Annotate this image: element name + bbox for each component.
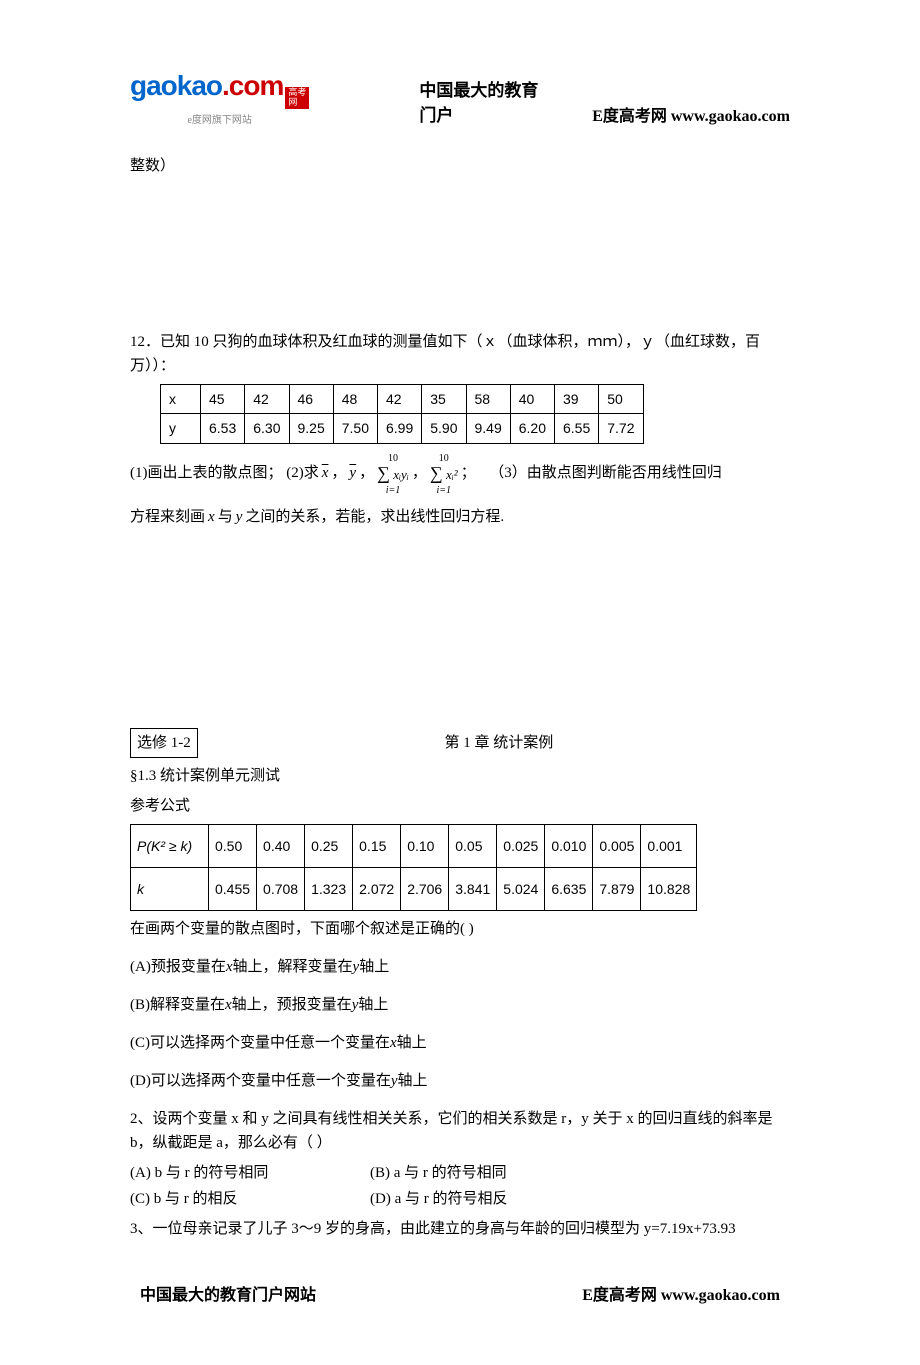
- q1-option-a: (A)预报变量在x轴上，解释变量在y轴上: [130, 955, 790, 979]
- q1-options: (A)预报变量在x轴上，解释变量在y轴上 (B)解释变量在x轴上，预报变量在y轴…: [130, 955, 790, 1093]
- chi-square-table: P(K² ≥ k) 0.50 0.40 0.25 0.15 0.10 0.05 …: [130, 824, 697, 912]
- q2-option-a: (A) b 与 r 的符号相同: [130, 1161, 370, 1185]
- q1-stem: 在画两个变量的散点图时，下面哪个叙述是正确的( ): [130, 917, 790, 941]
- table-row: k 0.455 0.708 1.323 2.072 2.706 3.841 5.…: [131, 867, 697, 910]
- header-right: E度高考网 www.gaokao.com: [592, 102, 790, 126]
- q12-subquestions-line1: (1)画出上表的散点图； (2)求 x ， y ， 10 ∑ xᵢyᵢ i=1 …: [130, 450, 790, 496]
- q1-option-c: (C)可以选择两个变量中任意一个变量在x轴上: [130, 1031, 790, 1055]
- document-body: 整数） 12．已知 10 只狗的血球体积及红血球的测量值如下（ｘ（血球体积，ｍｍ…: [130, 154, 790, 1242]
- q2-options: (A) b 与 r 的符号相同 (B) a 与 r 的符号相同 (C) b 与 …: [130, 1161, 790, 1211]
- table-row: P(K² ≥ k) 0.50 0.40 0.25 0.15 0.10 0.05 …: [131, 824, 697, 867]
- logo-text-red: .com: [222, 70, 283, 102]
- q2-option-c: (C) b 与 r 的相反: [130, 1187, 370, 1211]
- sum-x2: 10 ∑ xᵢ² i=1: [430, 450, 458, 496]
- logo-badge: 高考 网: [285, 87, 309, 109]
- q12-intro: 12．已知 10 只狗的血球体积及红血球的测量值如下（ｘ（血球体积，ｍｍ），ｙ（…: [130, 330, 790, 378]
- continuation-text: 整数）: [130, 154, 790, 178]
- logo: gaokao .com 高考 网 e度网旗下网站: [130, 70, 309, 126]
- table-row: y 6.53 6.30 9.25 7.50 6.99 5.90 9.49 6.2…: [161, 414, 644, 443]
- chapter-title: 第 1 章 统计案例: [208, 731, 790, 755]
- q3-stem: 3、一位母亲记录了儿子 3～9 岁的身高，由此建立的身高与年龄的回归模型为 y=…: [130, 1217, 790, 1241]
- section-header: 选修 1-2 第 1 章 统计案例: [130, 728, 790, 758]
- q2-option-b: (B) a 与 r 的符号相同: [370, 1161, 610, 1185]
- q2-stem: 2、设两个变量 x 和 y 之间具有线性相关关系，它们的相关系数是 r，y 关于…: [130, 1107, 790, 1155]
- page-header: gaokao .com 高考 网 e度网旗下网站 中国最大的教育门户 E度高考网…: [130, 70, 790, 126]
- q12-data-table: x 45 42 46 48 42 35 58 40 39 50 y 6.53 6…: [160, 384, 644, 444]
- q12-subquestions-line2: 方程来刻画 x 与 y 之间的关系，若能，求出线性回归方程.: [130, 502, 790, 532]
- header-center: 中国最大的教育门户: [349, 76, 552, 126]
- reference-formula-label: 参考公式: [130, 794, 790, 818]
- x-bar: x: [322, 458, 329, 488]
- y-bar: y: [349, 458, 356, 488]
- logo-text-blue: gaokao: [130, 70, 222, 102]
- q1-option-b: (B)解释变量在x轴上，预报变量在y轴上: [130, 993, 790, 1017]
- sum-xy: 10 ∑ xᵢyᵢ i=1: [377, 450, 409, 496]
- q2-option-d: (D) a 与 r 的符号相反: [370, 1187, 610, 1211]
- logo-subtitle: e度网旗下网站: [130, 111, 309, 126]
- pk-header: P(K² ≥ k): [131, 824, 209, 867]
- table-row: x 45 42 46 48 42 35 58 40 39 50: [161, 384, 644, 413]
- textbook-label: 选修 1-2: [130, 728, 198, 758]
- section-subtitle: §1.3 统计案例单元测试: [130, 764, 790, 788]
- q1-option-d: (D)可以选择两个变量中任意一个变量在y轴上: [130, 1069, 790, 1093]
- k-header: k: [131, 867, 209, 910]
